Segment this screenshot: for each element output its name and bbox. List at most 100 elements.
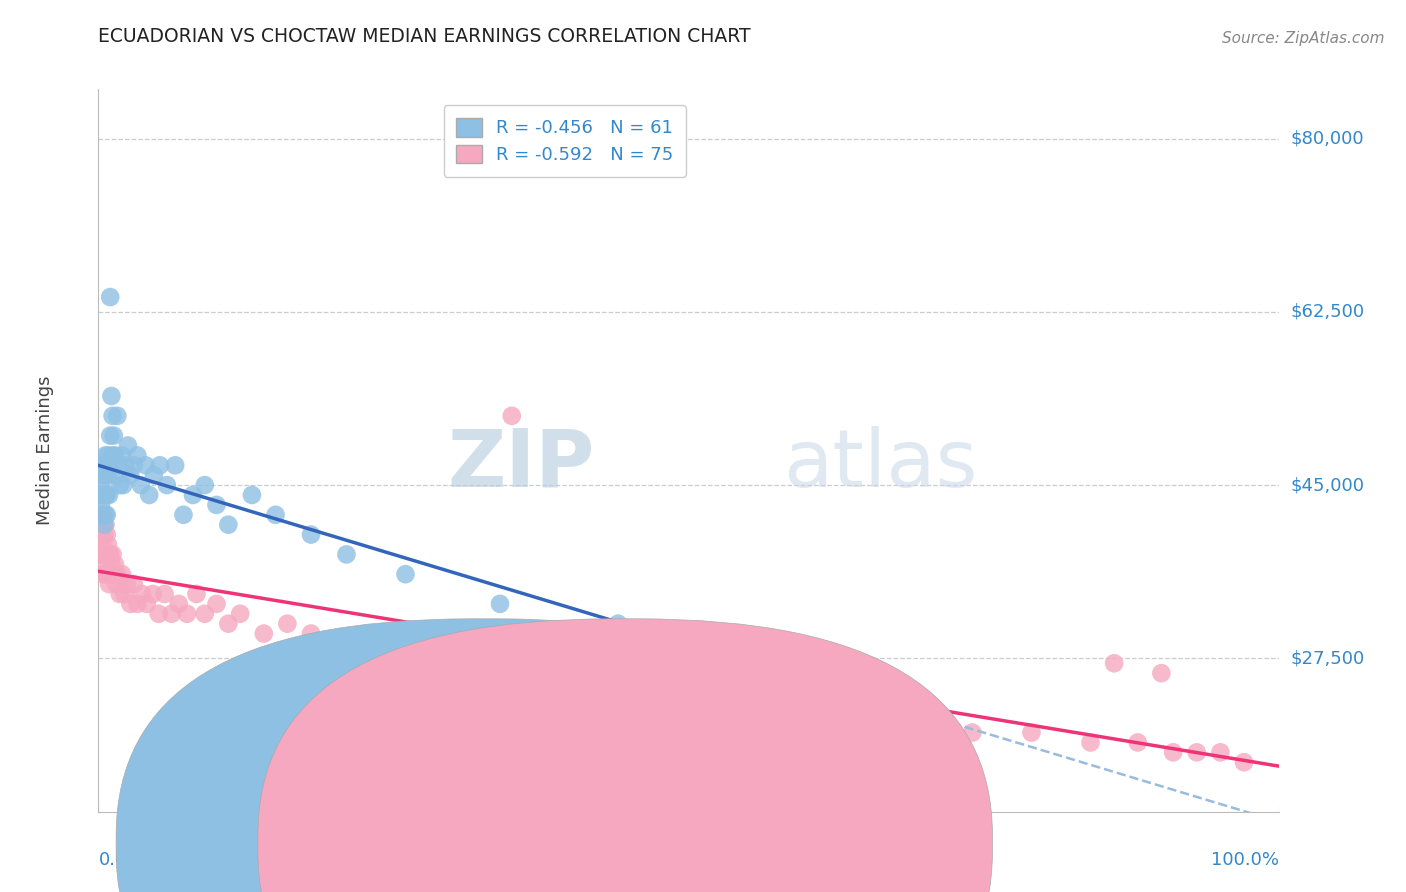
- Point: [91, 488, 114, 502]
- Point: [93, 527, 115, 541]
- Point: [89, 488, 111, 502]
- Point: [1161, 745, 1184, 759]
- Point: [91, 458, 114, 473]
- Point: [112, 478, 135, 492]
- Point: [105, 409, 128, 423]
- Point: [91, 548, 114, 562]
- Point: [186, 587, 208, 601]
- Point: [962, 725, 984, 739]
- Point: [725, 636, 748, 650]
- Point: [96, 527, 118, 541]
- Point: [129, 478, 152, 492]
- Point: [98, 548, 121, 562]
- Point: [94, 488, 117, 502]
- Point: [94, 517, 117, 532]
- Point: [101, 449, 124, 463]
- Point: [335, 636, 357, 650]
- Point: [205, 597, 228, 611]
- Point: [90, 478, 112, 492]
- Point: [104, 449, 127, 463]
- Point: [149, 458, 172, 473]
- Point: [194, 607, 217, 621]
- Point: [100, 389, 122, 403]
- Point: [135, 597, 157, 611]
- Point: [1021, 725, 1043, 739]
- Point: [501, 676, 523, 690]
- Point: [153, 587, 176, 601]
- Point: [127, 449, 149, 463]
- Point: [98, 488, 121, 502]
- Text: 0.0%: 0.0%: [98, 851, 143, 869]
- Point: [1080, 735, 1102, 749]
- Point: [97, 567, 120, 582]
- Point: [607, 686, 630, 700]
- Text: $62,500: $62,500: [1291, 303, 1365, 321]
- Point: [122, 458, 145, 473]
- Point: [253, 626, 276, 640]
- Point: [131, 587, 153, 601]
- Point: [229, 607, 252, 621]
- Point: [98, 577, 121, 591]
- Point: [98, 428, 121, 442]
- Point: [299, 527, 322, 541]
- Point: [93, 488, 115, 502]
- Point: [96, 508, 118, 522]
- Point: [91, 468, 114, 483]
- Point: [111, 449, 134, 463]
- Point: [406, 657, 429, 671]
- Point: [120, 468, 142, 483]
- Point: [90, 498, 112, 512]
- Point: [93, 468, 115, 483]
- Point: [176, 607, 198, 621]
- Point: [93, 567, 115, 582]
- Point: [97, 537, 120, 551]
- Point: [607, 616, 630, 631]
- Point: [148, 607, 170, 621]
- Point: [91, 517, 114, 532]
- Point: [1185, 745, 1208, 759]
- Point: [103, 567, 125, 582]
- Legend: R = -0.456   N = 61, R = -0.592   N = 75: R = -0.456 N = 61, R = -0.592 N = 75: [444, 105, 686, 177]
- Point: [536, 626, 558, 640]
- Point: [205, 498, 228, 512]
- Point: [105, 567, 128, 582]
- Text: atlas: atlas: [783, 425, 977, 504]
- Text: Ecuadorians: Ecuadorians: [502, 835, 613, 853]
- Point: [108, 587, 131, 601]
- Point: [89, 517, 111, 532]
- Point: [93, 548, 115, 562]
- Point: [335, 548, 357, 562]
- Text: ECUADORIAN VS CHOCTAW MEDIAN EARNINGS CORRELATION CHART: ECUADORIAN VS CHOCTAW MEDIAN EARNINGS CO…: [98, 27, 751, 45]
- Point: [583, 636, 606, 650]
- Point: [98, 567, 121, 582]
- Point: [96, 488, 118, 502]
- Point: [240, 488, 263, 502]
- Point: [276, 616, 298, 631]
- Point: [94, 548, 117, 562]
- Point: [97, 468, 120, 483]
- Point: [105, 468, 128, 483]
- Point: [93, 517, 115, 532]
- Point: [107, 458, 129, 473]
- Point: [111, 567, 134, 582]
- Point: [217, 616, 239, 631]
- Point: [96, 458, 118, 473]
- Point: [94, 508, 117, 522]
- Point: [91, 567, 114, 582]
- Text: Choctaw: Choctaw: [644, 835, 721, 853]
- Point: [903, 715, 925, 730]
- Point: [217, 517, 239, 532]
- Point: [264, 508, 287, 522]
- Point: [194, 478, 217, 492]
- Point: [1233, 756, 1256, 770]
- Point: [100, 558, 122, 572]
- Point: [548, 676, 571, 690]
- Point: [489, 597, 512, 611]
- Point: [112, 587, 135, 601]
- Point: [98, 458, 121, 473]
- Point: [91, 508, 114, 522]
- Point: [91, 508, 114, 522]
- Point: [103, 428, 125, 442]
- Point: [135, 458, 157, 473]
- Point: [142, 587, 165, 601]
